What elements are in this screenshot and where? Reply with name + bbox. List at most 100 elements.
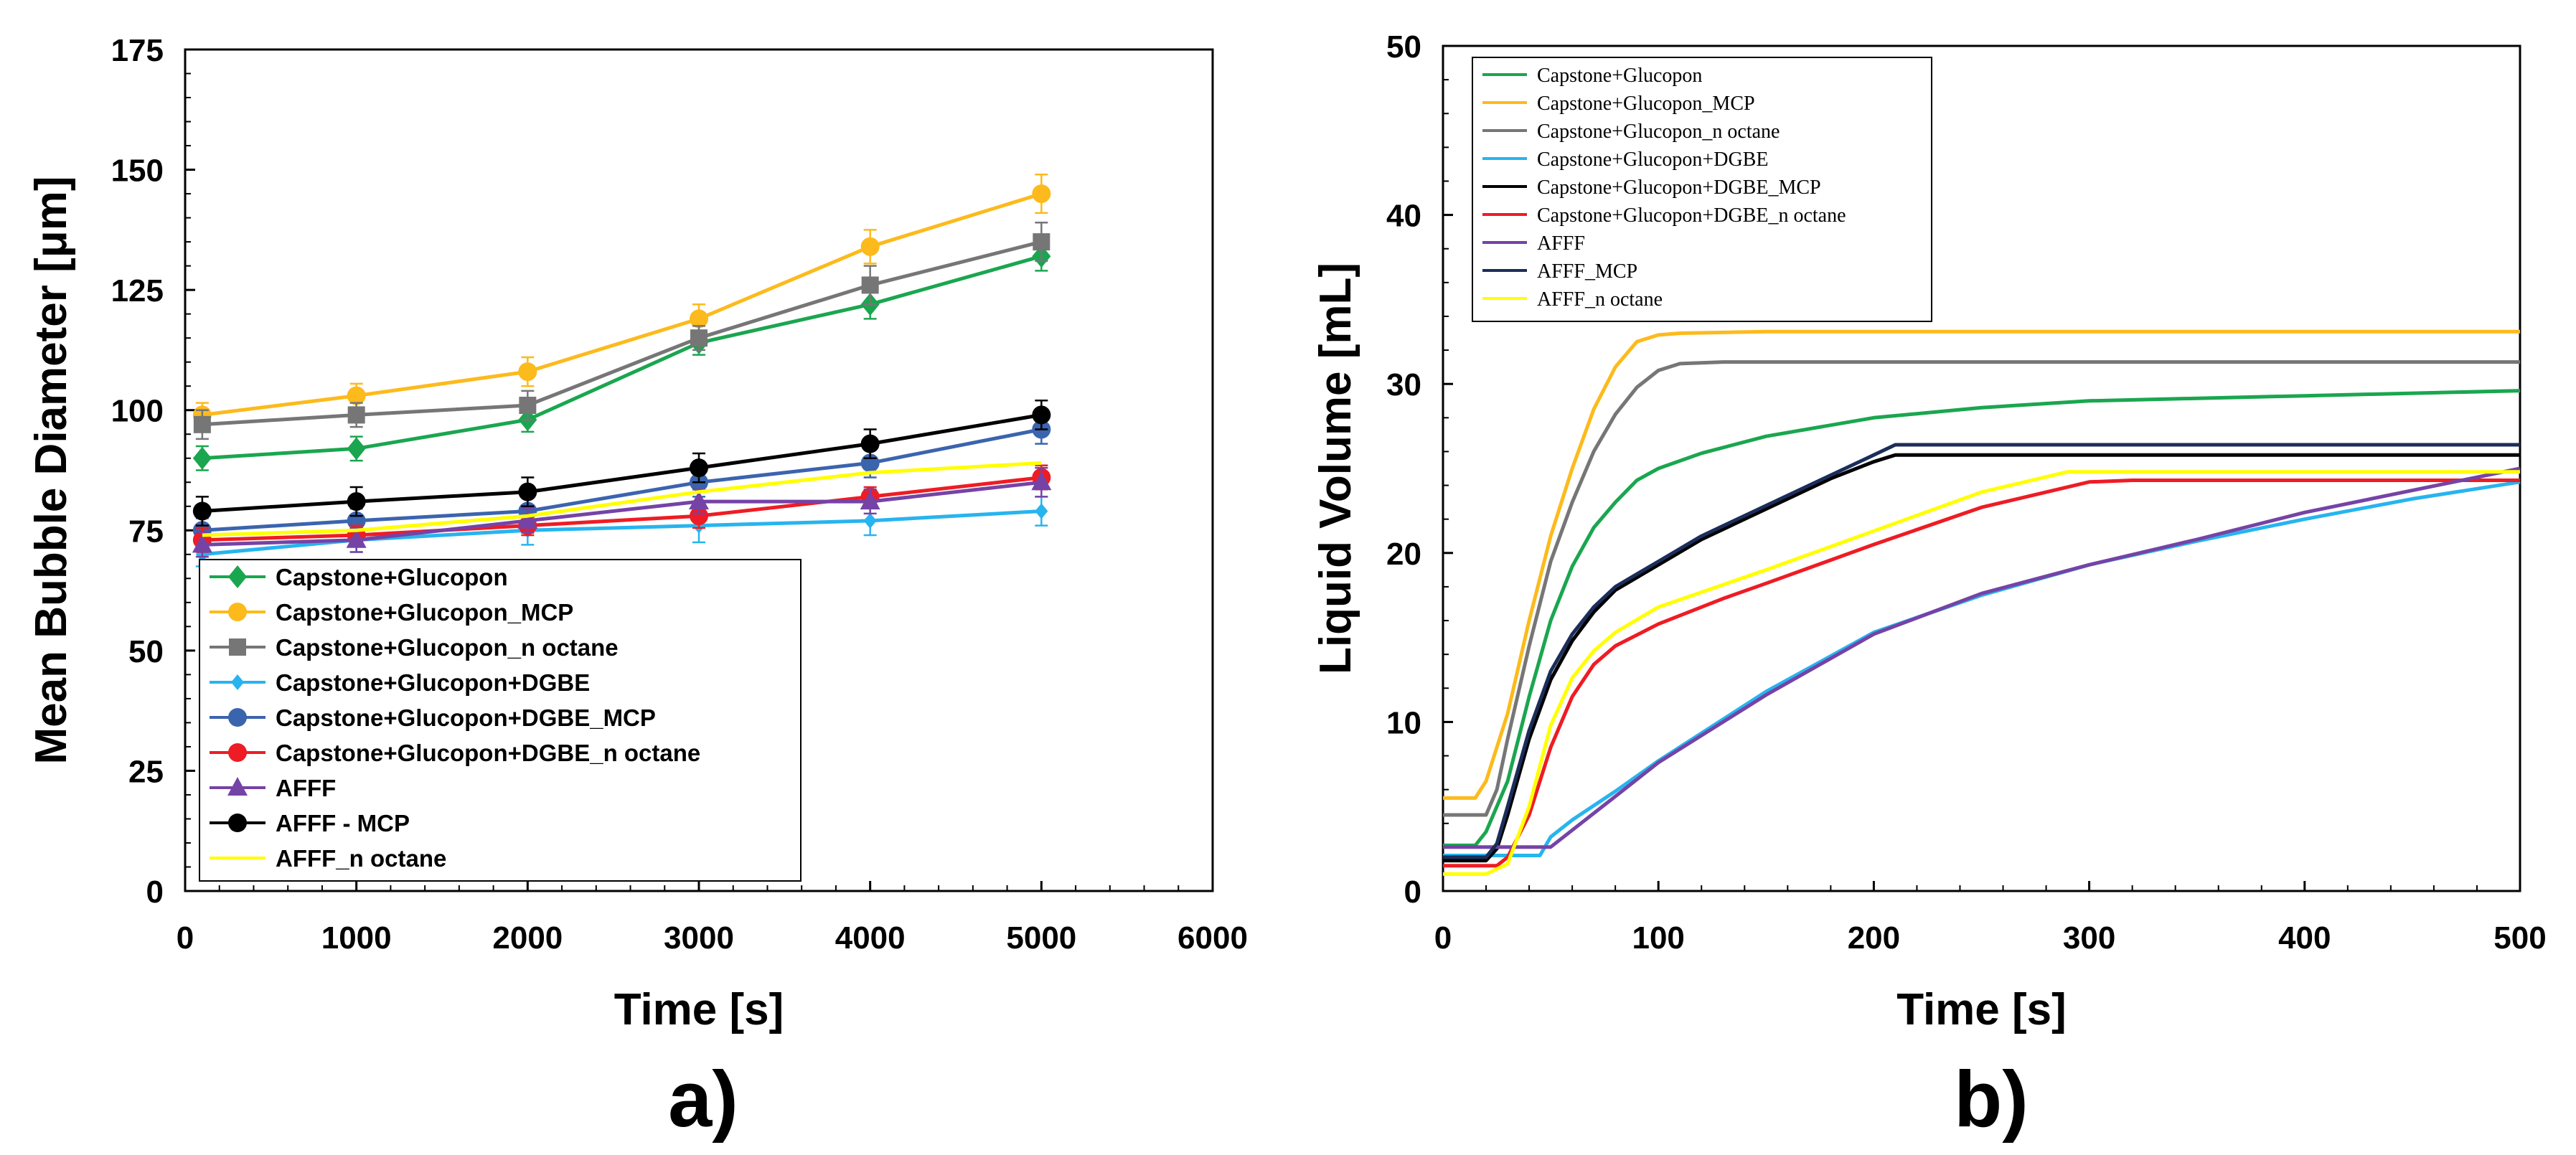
x-tick-label-4: 400 xyxy=(2278,920,2331,956)
chart-b-liquid-volume: 0 100 200 300 400 500 0 10 20 30 40 50 Time [s] Liqui… xyxy=(1311,29,2547,1144)
series-4-line xyxy=(1443,453,2520,863)
x-tick-label-3: 3000 xyxy=(664,920,734,956)
y-tick-label-5: 50 xyxy=(1386,29,1421,65)
series-3-point-legend xyxy=(231,674,244,690)
x-axis-title: Time [s] xyxy=(614,985,784,1034)
legend-item-8: AFFF_n octane xyxy=(1482,288,1663,311)
legend-item-5: Capstone+Glucopon+DGBE_n octane xyxy=(1482,204,1846,227)
series-4 xyxy=(1443,453,2520,863)
series-0-point-legend xyxy=(228,565,247,588)
series-8-line xyxy=(202,461,1042,537)
series-6-point-legend xyxy=(227,777,248,796)
legend-box xyxy=(199,559,802,882)
series-2 xyxy=(193,222,1050,440)
series-3-line xyxy=(1443,480,2521,857)
y-tick-label-5: 125 xyxy=(111,273,164,308)
series-5-line xyxy=(202,476,1042,542)
series-6-line xyxy=(1443,466,2521,849)
legend-item-3: Capstone+Glucopon+DGBE xyxy=(210,669,590,696)
x-tick-label-2: 2000 xyxy=(492,920,563,956)
series-8 xyxy=(202,461,1042,537)
y-tick-label-7: 175 xyxy=(111,33,164,68)
series-1-point-2 xyxy=(518,362,537,382)
legend-item-6: AFFF xyxy=(210,775,336,801)
series-2-point-1 xyxy=(347,406,365,424)
y-tick-label-0: 0 xyxy=(1404,874,1421,910)
x-tick-label-1: 1000 xyxy=(321,920,392,956)
series-3 xyxy=(1443,480,2521,857)
legend-item-7: AFFF - MCP xyxy=(210,810,410,836)
x-tick-label-4: 4000 xyxy=(835,920,906,956)
legend: Capstone+Glucopon Capstone+Glucopon_MCP Ca… xyxy=(1472,57,1932,322)
series-1-point-1 xyxy=(347,386,366,405)
series-6-point-3 xyxy=(689,491,709,510)
series-1-line xyxy=(1443,329,2520,800)
legend-label-2: Capstone+Glucopon_n octane xyxy=(276,634,619,661)
legend-item-0: Capstone+Glucopon xyxy=(1482,65,1702,87)
series-0 xyxy=(1443,389,2521,847)
legend-box xyxy=(1472,57,1932,322)
legend-item-7: AFFF_MCP xyxy=(1482,260,1637,283)
y-tick-label-2: 50 xyxy=(128,634,164,669)
series-7-point-legend xyxy=(228,814,247,832)
legend-label-7: AFFF - MCP xyxy=(276,810,410,836)
legend-label-3: Capstone+Glucopon+DGBE xyxy=(276,669,590,696)
series-6-point-5 xyxy=(1031,471,1052,491)
series-2-point-2 xyxy=(519,397,537,415)
x-tick-label-2: 200 xyxy=(1848,920,1900,956)
series-2-point-5 xyxy=(1033,233,1050,251)
legend-label-1: Capstone+Glucopon_MCP xyxy=(1537,93,1755,115)
legend-label-5: Capstone+Glucopon+DGBE_n octane xyxy=(1537,204,1846,227)
legend-item-4: Capstone+Glucopon+DGBE_MCP xyxy=(210,704,656,731)
series-1 xyxy=(192,174,1051,428)
series-4-point-legend xyxy=(228,708,247,727)
legend-label-3: Capstone+Glucopon+DGBE xyxy=(1537,148,1768,171)
series-7-line xyxy=(1443,443,2520,859)
series-7-point-3 xyxy=(690,458,708,478)
x-tick-label-5: 5000 xyxy=(1006,920,1076,956)
y-tick-label-1: 10 xyxy=(1386,705,1421,740)
series-8 xyxy=(1443,470,2520,876)
x-tick-label-0: 0 xyxy=(1434,920,1452,956)
legend: Capstone+Glucopon Capstone+Glucopon_MCP Ca… xyxy=(199,559,802,882)
series-6 xyxy=(1443,466,2521,849)
series-7-point-4 xyxy=(860,434,880,453)
y-tick-label-0: 0 xyxy=(146,874,164,910)
legend-label-8: AFFF_n octane xyxy=(1537,288,1663,311)
legend-label-8: AFFF_n octane xyxy=(276,845,446,872)
series-0-point-0 xyxy=(192,446,212,470)
x-tick-label-3: 300 xyxy=(2063,920,2115,956)
series-7-point-0 xyxy=(192,501,212,521)
legend-label-0: Capstone+Glucopon xyxy=(1537,65,1702,87)
series-8-line xyxy=(1443,470,2520,876)
y-tick-label-6: 150 xyxy=(111,154,164,189)
series-1 xyxy=(1443,329,2520,800)
series-3-point-5 xyxy=(1035,503,1048,519)
legend-item-2: Capstone+Glucopon_n octane xyxy=(210,634,619,661)
legend-item-1: Capstone+Glucopon_MCP xyxy=(210,599,573,626)
series-7 xyxy=(1443,443,2520,859)
legend-label-5: Capstone+Glucopon+DGBE_n octane xyxy=(276,740,700,766)
series-6-point-0 xyxy=(192,534,212,553)
legend-item-2: Capstone+Glucopon_n octane xyxy=(1482,121,1780,143)
series-2 xyxy=(1443,360,2520,817)
x-tick-label-5: 500 xyxy=(2493,920,2546,956)
series-1-point-5 xyxy=(1032,184,1051,204)
series-6-point-2 xyxy=(517,509,538,529)
y-tick-label-4: 100 xyxy=(111,394,164,429)
series-7-line xyxy=(202,412,1042,513)
series-7-point-5 xyxy=(1032,405,1051,425)
series-5-point-legend xyxy=(228,743,247,762)
series-0-line xyxy=(1443,389,2521,847)
legend-item-5: Capstone+Glucopon+DGBE_n octane xyxy=(210,740,700,766)
legend-label-1: Capstone+Glucopon_MCP xyxy=(276,599,573,626)
panel-label: a) xyxy=(668,1055,738,1144)
series-0-line xyxy=(202,254,1042,461)
chart-a-mean-bubble-diameter: 0 1000 2000 3000 4000 5000 6000 0 25 50 75 100 125 15… xyxy=(27,33,1248,1144)
legend-label-0: Capstone+Glucopon xyxy=(276,564,508,590)
legend-item-0: Capstone+Glucopon xyxy=(210,564,508,590)
y-axis-title: Liquid Volume [mL] xyxy=(1311,263,1360,674)
series-2-point-0 xyxy=(193,415,211,433)
y-tick-label-3: 75 xyxy=(128,514,164,549)
legend-item-3: Capstone+Glucopon+DGBE xyxy=(1482,148,1768,171)
